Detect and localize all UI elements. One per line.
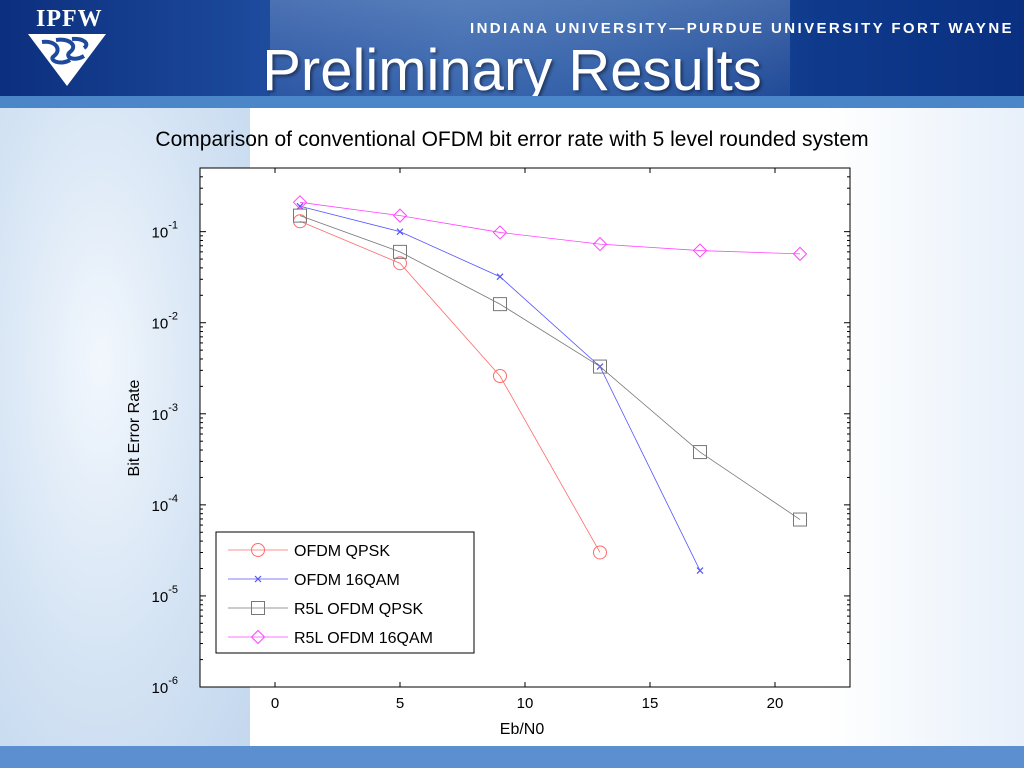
marker-stroke	[254, 575, 262, 583]
data-point	[793, 512, 807, 527]
y-tick-label: 10-2	[152, 311, 178, 333]
data-point	[492, 225, 508, 240]
building-backdrop	[270, 0, 790, 96]
slide-title: Preliminary Results	[262, 38, 762, 96]
legend-label: R5L OFDM QPSK	[294, 601, 424, 618]
data-point	[493, 369, 507, 384]
data-point	[393, 244, 407, 259]
x-tick-label: 0	[271, 695, 279, 712]
legend-label: OFDM 16QAM	[294, 572, 400, 589]
y-tick-label: 10-3	[152, 402, 178, 424]
background-fade	[824, 108, 1024, 748]
data-point	[696, 567, 704, 574]
data-point	[296, 202, 304, 210]
x-tick-label: 20	[767, 695, 784, 712]
legend-marker	[250, 629, 266, 645]
y-tick-label: 10-5	[152, 584, 178, 606]
x-tick-label: 10	[517, 695, 534, 712]
legend-label: R5L OFDM 16QAM	[294, 630, 433, 647]
marker-stroke	[496, 273, 504, 281]
legend-box	[215, 531, 475, 654]
data-point	[792, 246, 808, 262]
series-line	[299, 201, 801, 255]
marker-stroke	[696, 567, 704, 574]
legend: OFDM QPSK OFDM 16QAM R5L OFDM QPSK R5L OFDM…	[215, 531, 475, 654]
series-3	[292, 195, 808, 262]
data-point	[592, 236, 608, 252]
legend-label: OFDM QPSK	[294, 543, 390, 560]
data-point	[496, 273, 504, 281]
university-name: INDIANA UNIVERSITY—PURDUE UNIVERSITY FOR…	[470, 20, 1014, 37]
y-tick-label: 10-6	[152, 675, 178, 697]
legend-marker	[251, 543, 265, 557]
data-point	[392, 208, 408, 223]
x-tick-label: 15	[642, 695, 659, 712]
series-line	[299, 215, 801, 520]
legend-marker	[251, 601, 265, 615]
data-point	[393, 256, 407, 271]
y-axis-title: Bit Error Rate	[126, 379, 143, 476]
header-banner: IPFW INDIANA UNIVERSITY—PURDUE UNIVERSIT…	[0, 0, 1024, 96]
data-point	[493, 297, 507, 312]
data-point	[693, 445, 707, 460]
data-point	[396, 228, 404, 236]
axis-ticks: 0 5 10 15 20 10-1 10-2 10-3 10-4 10-5 10-6	[152, 167, 850, 712]
chart-title: Comparison of conventional OFDM bit erro…	[155, 128, 869, 151]
logo-text: IPFW	[36, 6, 103, 32]
data-point	[593, 545, 607, 560]
data-point	[692, 243, 708, 258]
x-axis-title: Eb/N0	[500, 721, 545, 738]
ipfw-logo-icon	[28, 34, 106, 86]
series-line	[299, 220, 601, 553]
marker-stroke	[296, 202, 304, 210]
legend-marker	[254, 575, 262, 583]
footer-bar	[0, 746, 1024, 768]
y-tick-label: 10-1	[152, 220, 178, 242]
data-point	[292, 195, 308, 210]
data-point	[593, 359, 607, 374]
x-tick-label: 5	[396, 695, 404, 712]
header-stripe	[0, 96, 1024, 108]
y-tick-label: 10-4	[152, 493, 178, 515]
series-layer	[292, 195, 808, 574]
marker-stroke	[396, 228, 404, 236]
series-2	[293, 208, 807, 527]
